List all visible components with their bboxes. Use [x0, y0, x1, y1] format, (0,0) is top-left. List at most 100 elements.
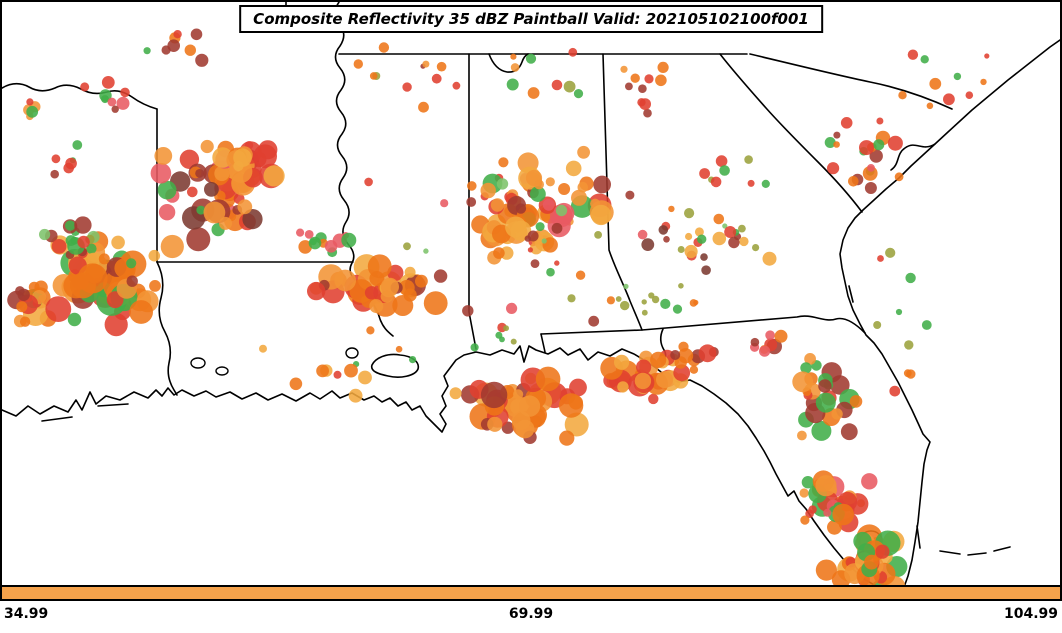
paintball: [203, 201, 226, 224]
paintball: [641, 309, 648, 316]
paintball: [590, 204, 612, 226]
paintball: [116, 96, 130, 110]
paintball: [16, 301, 28, 313]
paintball: [568, 47, 578, 57]
paintball: [126, 275, 138, 287]
paintball: [634, 372, 652, 390]
paintball: [903, 369, 912, 378]
paintball: [637, 229, 648, 240]
paintball: [487, 416, 503, 432]
paintball: [832, 503, 854, 526]
paintball: [423, 291, 448, 315]
paintball: [26, 105, 39, 118]
paintball: [965, 91, 974, 99]
paintball: [423, 248, 429, 254]
state-outlines: [2, 2, 1060, 585]
paintball: [77, 235, 90, 249]
paintball: [296, 228, 305, 237]
red-river-border: [2, 82, 158, 110]
paintball: [409, 356, 417, 364]
paintball: [644, 74, 654, 84]
paintball: [26, 98, 34, 106]
paintball: [573, 89, 584, 99]
georgia-southcarolina-border: [719, 53, 863, 213]
paintball: [617, 381, 629, 393]
paintball: [694, 227, 704, 237]
paintball: [466, 197, 477, 207]
paintball: [470, 343, 479, 352]
paintball: [920, 55, 929, 64]
paintball: [885, 247, 896, 258]
paintball: [308, 236, 322, 250]
paintball: [449, 387, 462, 400]
paintball: [811, 420, 832, 441]
paintball: [530, 186, 546, 203]
paintball: [620, 65, 628, 73]
paintball: [98, 253, 110, 265]
paintball: [480, 182, 496, 199]
paintball: [984, 53, 990, 59]
paintball: [39, 228, 51, 241]
paintball: [800, 362, 812, 374]
paintball: [623, 283, 629, 290]
paintball: [17, 288, 30, 301]
paintball: [387, 264, 404, 281]
paintball: [864, 554, 879, 570]
paintball: [620, 300, 630, 311]
paintball: [921, 320, 932, 330]
paintball: [655, 74, 667, 87]
paintball: [51, 239, 67, 254]
paintball: [433, 269, 448, 283]
paintball: [158, 204, 176, 221]
paintball: [869, 149, 883, 163]
paintball: [154, 147, 173, 165]
paintball: [712, 231, 727, 246]
paintball: [369, 299, 384, 314]
paintball: [546, 267, 555, 277]
paintball: [823, 508, 832, 517]
paintball: [535, 366, 561, 392]
paintball: [160, 234, 184, 259]
paintball: [126, 258, 137, 269]
barrier-islands: [41, 285, 921, 549]
paintball: [678, 283, 684, 289]
paintball: [614, 354, 630, 370]
paintball: [877, 255, 884, 262]
paintball: [324, 240, 338, 253]
paintball: [452, 81, 461, 90]
paintball: [525, 53, 537, 64]
paintball: [148, 249, 161, 262]
paintball: [684, 244, 698, 259]
paintball: [728, 236, 740, 249]
paintball: [120, 87, 130, 98]
paintball: [697, 234, 707, 244]
colorbar-ticks: 34.99 69.99 104.99: [0, 604, 1062, 630]
paintball: [149, 280, 161, 292]
paintball: [699, 168, 710, 179]
paintball: [173, 30, 182, 39]
paintball: [50, 169, 59, 179]
small-lake-2: [215, 366, 229, 376]
paintball: [668, 205, 675, 213]
paintball: [498, 157, 509, 168]
paintball: [630, 73, 640, 83]
paintball: [129, 300, 153, 324]
paintball: [101, 95, 109, 104]
paintball: [801, 476, 815, 489]
paintball: [496, 178, 509, 190]
paintball: [510, 53, 517, 60]
paintball: [440, 199, 449, 208]
paintball: [926, 102, 934, 110]
paintball: [358, 370, 372, 385]
paintball: [167, 39, 180, 52]
paintball: [593, 175, 611, 194]
paintball: [510, 338, 517, 345]
paintball: [65, 157, 77, 170]
paintball: [563, 80, 576, 93]
paintball: [875, 544, 890, 559]
northcarolina-southcarolina-border: [749, 53, 953, 110]
paintball: [480, 381, 508, 409]
paintball: [499, 336, 505, 343]
paintball: [542, 198, 555, 211]
paintball: [316, 364, 329, 378]
